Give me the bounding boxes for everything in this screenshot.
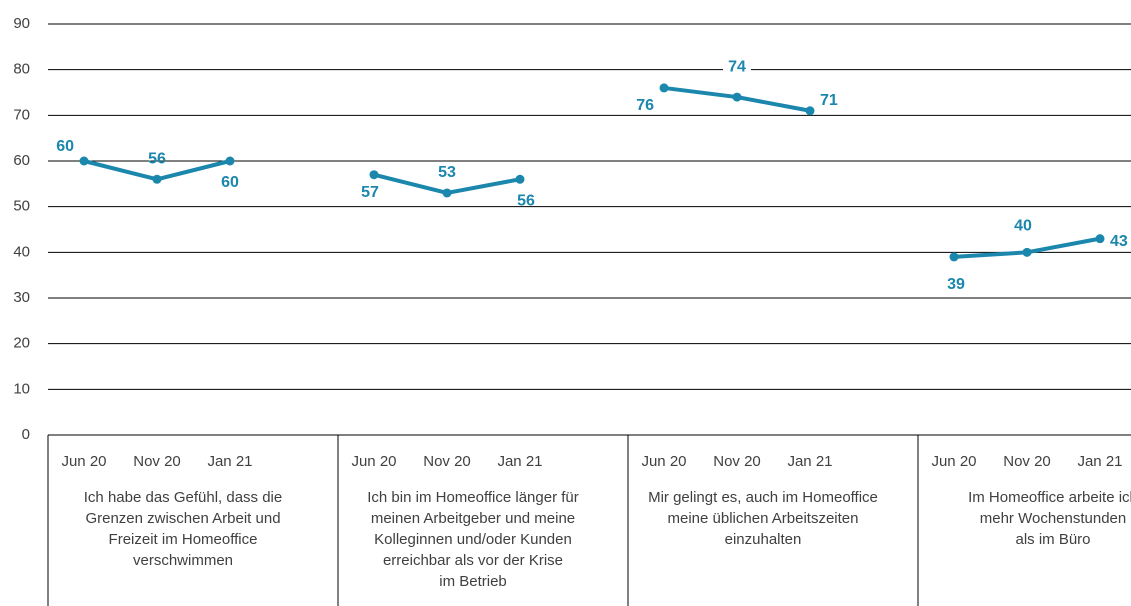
data-label: 57 xyxy=(361,184,379,201)
group-label: verschwimmen xyxy=(133,552,233,569)
data-label: 60 xyxy=(221,174,239,191)
x-tick-label: Jan 21 xyxy=(1077,453,1122,470)
data-point xyxy=(732,92,742,102)
x-tick-label: Jan 21 xyxy=(787,453,832,470)
label-bg xyxy=(723,57,751,78)
group-label: Im Homeoffice arbeite ich xyxy=(968,489,1131,506)
y-tick-label: 60 xyxy=(13,152,30,169)
x-tick-label: Jun 20 xyxy=(61,453,106,470)
x-tick-label: Jan 21 xyxy=(207,453,252,470)
data-label: 74 xyxy=(728,58,746,75)
y-tick-label: 0 xyxy=(22,426,30,443)
group-label: erreichbar als vor der Krise xyxy=(383,552,563,569)
x-tick-label: Nov 20 xyxy=(133,453,181,470)
x-tick-label: Jun 20 xyxy=(351,453,396,470)
data-label: 56 xyxy=(517,192,535,209)
y-tick-label: 70 xyxy=(13,106,30,123)
data-point xyxy=(1095,234,1105,244)
group-label: meinen Arbeitgeber und meine xyxy=(371,510,575,527)
y-tick-label: 90 xyxy=(13,15,30,32)
x-tick-label: Nov 20 xyxy=(423,453,471,470)
y-tick-label: 20 xyxy=(13,335,30,352)
group-label: einzuhalten xyxy=(725,531,802,548)
data-point xyxy=(79,156,89,166)
data-point xyxy=(1022,247,1032,257)
data-point xyxy=(805,106,815,116)
y-tick-label: 80 xyxy=(13,61,30,78)
data-point xyxy=(369,170,379,180)
x-tick-label: Jun 20 xyxy=(931,453,976,470)
data-point xyxy=(225,156,235,166)
data-point xyxy=(152,174,162,184)
x-tick-label: Nov 20 xyxy=(1003,453,1051,470)
data-label: 56 xyxy=(148,150,166,167)
data-label: 76 xyxy=(636,97,654,114)
group-label: Kolleginnen und/oder Kunden xyxy=(374,531,572,548)
data-label: 53 xyxy=(438,164,456,181)
group-label: Mir gelingt es, auch im Homeoffice xyxy=(648,489,878,506)
data-point xyxy=(442,188,452,198)
data-point xyxy=(949,252,959,262)
y-tick-label: 50 xyxy=(13,198,30,215)
data-label: 40 xyxy=(1014,218,1032,235)
group-label: im Betrieb xyxy=(439,573,507,590)
data-point xyxy=(659,83,669,93)
data-label: 43 xyxy=(1110,233,1128,250)
group-label: Ich bin im Homeoffice länger für xyxy=(367,489,579,506)
group-label: mehr Wochenstunden xyxy=(980,510,1126,527)
data-label: 60 xyxy=(56,138,74,155)
data-label: 71 xyxy=(820,92,838,109)
group-label: Freizeit im Homeoffice xyxy=(109,531,258,548)
group-label: meine üblichen Arbeitszeiten xyxy=(668,510,859,527)
group-label: Grenzen zwischen Arbeit und xyxy=(85,510,280,527)
x-tick-label: Jun 20 xyxy=(641,453,686,470)
group-label: Ich habe das Gefühl, dass die xyxy=(84,489,282,506)
y-tick-label: 10 xyxy=(13,380,30,397)
y-tick-label: 40 xyxy=(13,243,30,260)
x-tick-label: Nov 20 xyxy=(713,453,761,470)
group-label: als im Büro xyxy=(1015,531,1090,548)
data-point xyxy=(515,174,525,184)
data-label: 39 xyxy=(947,276,965,293)
y-tick-label: 30 xyxy=(13,289,30,306)
x-tick-label: Jan 21 xyxy=(497,453,542,470)
